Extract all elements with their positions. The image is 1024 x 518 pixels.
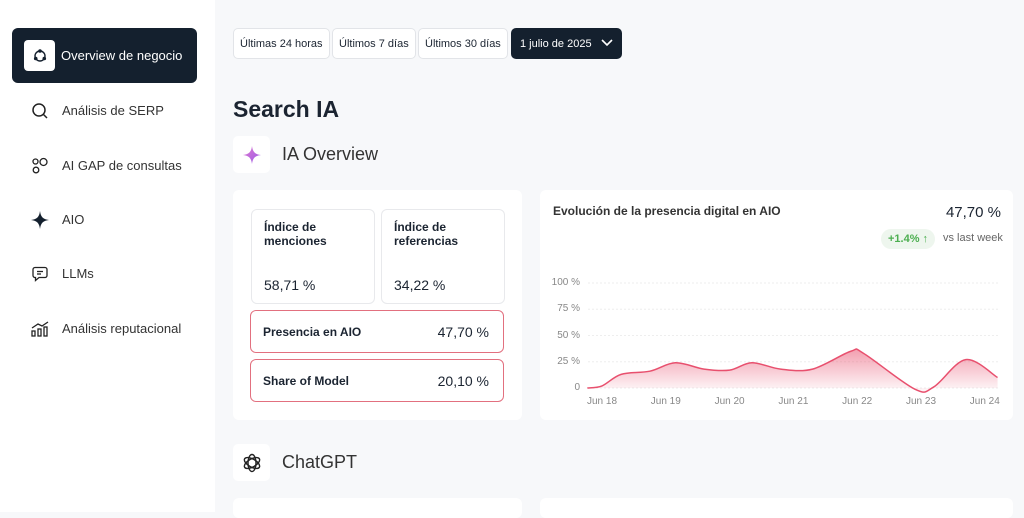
x-tick-label: Jun 19	[650, 396, 681, 407]
sidebar-item-label: LLMs	[62, 266, 94, 281]
openai-icon	[233, 444, 270, 481]
x-tick-label: Jun 23	[905, 396, 937, 407]
metric-presencia[interactable]: Presencia en AIO 47,70 %	[250, 310, 504, 353]
sidebar-item-reputacional[interactable]: Análisis reputacional	[12, 301, 197, 356]
x-tick-label: Jun 21	[778, 396, 809, 407]
chatgpt-metrics-card	[233, 498, 522, 518]
sidebar-item-label: Análisis reputacional	[62, 321, 182, 336]
y-tick-label: 25 %	[557, 355, 580, 367]
sidebar-item-serp[interactable]: Análisis de SERP	[12, 83, 197, 138]
metric-value: 34,22 %	[394, 277, 446, 293]
chevron-down-icon	[601, 38, 613, 50]
metric-share[interactable]: Share of Model 20,10 %	[250, 359, 504, 402]
sidebar-item-label: Análisis de SERP	[62, 103, 164, 118]
chart-line	[587, 348, 998, 393]
chat-icon	[30, 264, 50, 284]
metric-label: Índice de menciones	[264, 220, 327, 248]
metric-value: 47,70 %	[437, 323, 489, 340]
sidebar-item-aio[interactable]: AIO	[12, 192, 197, 247]
section-chatgpt: ChatGPT	[233, 444, 357, 481]
metrics-card	[233, 190, 522, 420]
circles-icon	[30, 156, 50, 176]
sidebar: Overview de negocio Análisis de SERP AI …	[0, 0, 215, 512]
x-tick-label: Jun 22	[842, 396, 873, 407]
chatgpt-chart-card	[540, 498, 1013, 518]
section-ia-overview: IA Overview	[233, 136, 378, 173]
metric-referencias: Índice de referencias 34,22 %	[381, 209, 505, 304]
y-tick-label: 75 %	[557, 303, 580, 315]
x-tick-label: Jun 18	[586, 396, 618, 407]
metric-value: 20,10 %	[437, 372, 489, 389]
section-title: IA Overview	[282, 144, 379, 164]
date-select-value: 1 julio de 2025	[520, 37, 592, 50]
chart-title: Evolución de la presencia digital en AIO	[553, 204, 781, 218]
date-select[interactable]: 1 julio de 2025	[511, 28, 622, 59]
sparkle-icon	[233, 136, 270, 173]
y-tick-label: 50 %	[557, 329, 580, 341]
x-tick-label: Jun 24	[969, 396, 1000, 407]
metric-label: Índice de referencias	[394, 220, 459, 248]
metric-label: Presencia en AIO	[263, 324, 362, 339]
sparkle-icon	[30, 210, 50, 230]
filter-24h-button[interactable]: Últimas 24 horas	[233, 28, 330, 59]
section-title: ChatGPT	[282, 452, 358, 472]
bar-chart-icon	[30, 319, 50, 339]
chart-value: 47,70 %	[945, 204, 1001, 221]
page-title: Search IA	[233, 96, 340, 122]
metric-menciones: Índice de menciones 58,71 %	[251, 209, 375, 304]
metric-value: 58,71 %	[264, 277, 316, 293]
metric-label: Share of Model	[263, 373, 350, 388]
sidebar-item-label: AIO	[62, 212, 85, 227]
sidebar-item-label: AI GAP de consultas	[62, 158, 182, 173]
filter-7d-button[interactable]: Últimos 7 días	[332, 28, 416, 59]
sidebar-item-overview[interactable]: Overview de negocio	[12, 28, 197, 83]
y-tick-label: 0	[574, 382, 580, 393]
network-icon	[24, 40, 55, 71]
sidebar-item-ai-gap[interactable]: AI GAP de consultas	[12, 138, 197, 193]
delta-badge: +1.4% ↑	[881, 229, 936, 249]
search-icon	[30, 101, 50, 121]
delta-label: vs last week	[943, 232, 1003, 244]
x-tick-label: Jun 20	[714, 396, 745, 407]
y-tick-label: 100 %	[551, 277, 580, 288]
sidebar-item-llms[interactable]: LLMs	[12, 246, 197, 301]
filter-30d-button[interactable]: Últimos 30 días	[418, 28, 508, 59]
sidebar-item-label: Overview de negocio	[61, 48, 183, 63]
